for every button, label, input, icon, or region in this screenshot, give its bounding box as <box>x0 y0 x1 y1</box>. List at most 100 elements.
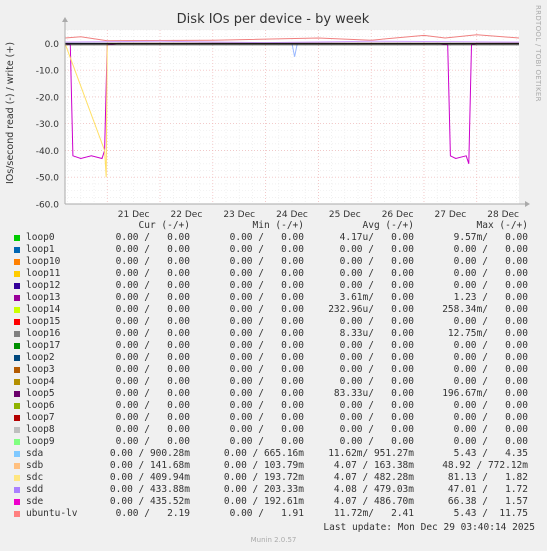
chart-area: Disk IOs per device - by week IOs/second… <box>5 5 542 220</box>
legend-cur: 0.00 / 0.00 <box>115 244 190 255</box>
x-tick-label: 22 Dec <box>171 210 203 220</box>
legend-row: sdd 0.00 / 433.88m 0.00 / 203.33m 4.08 / 47… <box>12 484 536 496</box>
legend-name: loop8 <box>26 424 55 435</box>
legend-swatch <box>14 283 20 289</box>
legend-name: loop15 <box>26 316 61 327</box>
legend-min: 0.00 / 193.72m <box>223 472 304 483</box>
legend-name: ubuntu-lv <box>26 508 78 519</box>
legend-cur: 0.00 / 0.00 <box>115 364 190 375</box>
x-ticks: 21 Dec 22 Dec 23 Dec 24 Dec 25 Dec 26 Dec 27 D… <box>118 210 519 220</box>
legend-avg: 0.00 / 0.00 <box>339 280 414 291</box>
legend-cur: 0.00 / 2.19 <box>115 508 190 519</box>
legend-avg: 11.72m/ 2.41 <box>333 508 414 519</box>
legend-max: 0.00 / 0.00 <box>453 316 528 327</box>
legend-swatch <box>14 331 20 337</box>
legend-avg: 4.08 / 479.03m <box>333 484 414 495</box>
y-tick-label: -30.0 <box>36 120 60 130</box>
legend-name: loop16 <box>26 328 61 339</box>
legend-max: 81.13 / 1.82 <box>447 472 528 483</box>
x-tick-label: 27 Dec <box>435 210 467 220</box>
legend-max: 0.00 / 0.00 <box>453 340 528 351</box>
legend-row: loop2 0.00 / 0.00 0.00 / 0.00 0.00 / 0.00 0.… <box>12 352 536 364</box>
legend-name: sdc <box>26 472 44 483</box>
legend-row: loop8 0.00 / 0.00 0.00 / 0.00 0.00 / 0.00 0.… <box>12 424 536 436</box>
legend-max: 0.00 / 0.00 <box>453 424 528 435</box>
legend-name: loop2 <box>26 352 55 363</box>
legend-avg: 0.00 / 0.00 <box>339 316 414 327</box>
legend-cur: 0.00 / 0.00 <box>115 400 190 411</box>
legend-avg: 0.00 / 0.00 <box>339 436 414 447</box>
legend-swatch <box>14 439 20 445</box>
legend-swatch <box>14 391 20 397</box>
legend-avg: 4.07 / 163.38m <box>333 460 414 471</box>
y-axis-label: IOs/second read (-) / write (+) <box>5 42 16 184</box>
legend-max: 0.00 / 0.00 <box>453 436 528 447</box>
legend-swatch <box>14 367 20 373</box>
legend-min: 0.00 / 0.00 <box>229 376 304 387</box>
legend-avg: 4.07 / 486.70m <box>333 496 414 507</box>
legend-cur: 0.00 / 0.00 <box>115 340 190 351</box>
axes <box>62 17 530 207</box>
legend-max: 196.67m/ 0.00 <box>442 388 528 399</box>
legend-avg: 0.00 / 0.00 <box>339 352 414 363</box>
legend-swatch <box>14 271 20 277</box>
legend-swatch <box>14 379 20 385</box>
legend: Cur (-/+) Min (-/+) Avg (-/+) Max (-/+) … <box>12 220 536 520</box>
legend-min: 0.00 / 0.00 <box>229 304 304 315</box>
legend-min: 0.00 / 0.00 <box>229 388 304 399</box>
legend-avg: 4.17u/ 0.00 <box>339 232 414 243</box>
legend-swatch <box>14 403 20 409</box>
legend-avg: 0.00 / 0.00 <box>339 244 414 255</box>
legend-min: 0.00 / 665.16m <box>223 448 304 459</box>
legend-name: sda <box>26 448 44 459</box>
legend-avg: 83.33u/ 0.00 <box>333 388 414 399</box>
legend-min: 0.00 / 0.00 <box>229 292 304 303</box>
legend-min: 0.00 / 0.00 <box>229 352 304 363</box>
legend-row: loop15 0.00 / 0.00 0.00 / 0.00 0.00 / 0.00 0… <box>12 316 536 328</box>
legend-max: 0.00 / 0.00 <box>453 256 528 267</box>
legend-swatch <box>14 511 20 517</box>
rrdtool-credit: RRDTOOL / TOBI OETIKER <box>534 5 542 102</box>
legend-row: loop6 0.00 / 0.00 0.00 / 0.00 0.00 / 0.00 0.… <box>12 400 536 412</box>
legend-row: loop14 0.00 / 0.00 0.00 / 0.00 232.96u/ 0.0… <box>12 304 536 316</box>
legend-swatch <box>14 499 20 505</box>
legend-row: loop0 0.00 / 0.00 0.00 / 0.00 4.17u/ 0.00 9.… <box>12 232 536 244</box>
legend-name: loop7 <box>26 412 55 423</box>
legend-min: 0.00 / 0.00 <box>229 412 304 423</box>
legend-row: loop12 0.00 / 0.00 0.00 / 0.00 0.00 / 0.00 0… <box>12 280 536 292</box>
legend-min: 0.00 / 0.00 <box>229 400 304 411</box>
x-axis-arrow <box>525 201 530 207</box>
legend-cur: 0.00 / 900.28m <box>109 448 190 459</box>
legend-avg: 0.00 / 0.00 <box>339 412 414 423</box>
legend-max: 0.00 / 0.00 <box>453 364 528 375</box>
y-tick-label: -50.0 <box>36 174 60 184</box>
legend-max: 0.00 / 0.00 <box>453 268 528 279</box>
legend-cur: 0.00 / 0.00 <box>115 436 190 447</box>
legend-row: sde 0.00 / 435.52m 0.00 / 192.61m 4.07 / 48… <box>12 496 536 508</box>
legend-cur: 0.00 / 0.00 <box>115 376 190 387</box>
legend-swatch <box>14 463 20 469</box>
legend-header: Cur (-/+) Min (-/+) Avg (-/+) Max (-/+) <box>12 220 536 232</box>
series-line-sdb <box>64 40 520 44</box>
legend-swatch <box>14 295 20 301</box>
legend-row: loop5 0.00 / 0.00 0.00 / 0.00 83.33u/ 0.00 1… <box>12 388 536 400</box>
legend-swatch <box>14 259 20 265</box>
legend-max: 5.43 / 4.35 <box>453 448 528 459</box>
legend-max: 0.00 / 0.00 <box>453 280 528 291</box>
legend-min: 0.00 / 0.00 <box>229 328 304 339</box>
legend-name: loop9 <box>26 436 55 447</box>
legend-min: 0.00 / 203.33m <box>223 484 304 495</box>
legend-cur: 0.00 / 0.00 <box>115 328 190 339</box>
legend-swatch <box>14 415 20 421</box>
legend-row: sdb 0.00 / 141.68m 0.00 / 103.79m 4.07 / 16… <box>12 460 536 472</box>
legend-cur: 0.00 / 0.00 <box>115 412 190 423</box>
x-tick-label: 25 Dec <box>329 210 361 220</box>
legend-name: loop1 <box>26 244 55 255</box>
legend-swatch <box>14 247 20 253</box>
y-tick-label: -40.0 <box>36 147 60 157</box>
legend-cur: 0.00 / 433.88m <box>109 484 190 495</box>
legend-name: loop0 <box>26 232 55 243</box>
munin-version: Munin 2.0.57 <box>250 536 297 544</box>
legend-name: loop11 <box>26 268 61 279</box>
legend-name: loop14 <box>26 304 61 315</box>
